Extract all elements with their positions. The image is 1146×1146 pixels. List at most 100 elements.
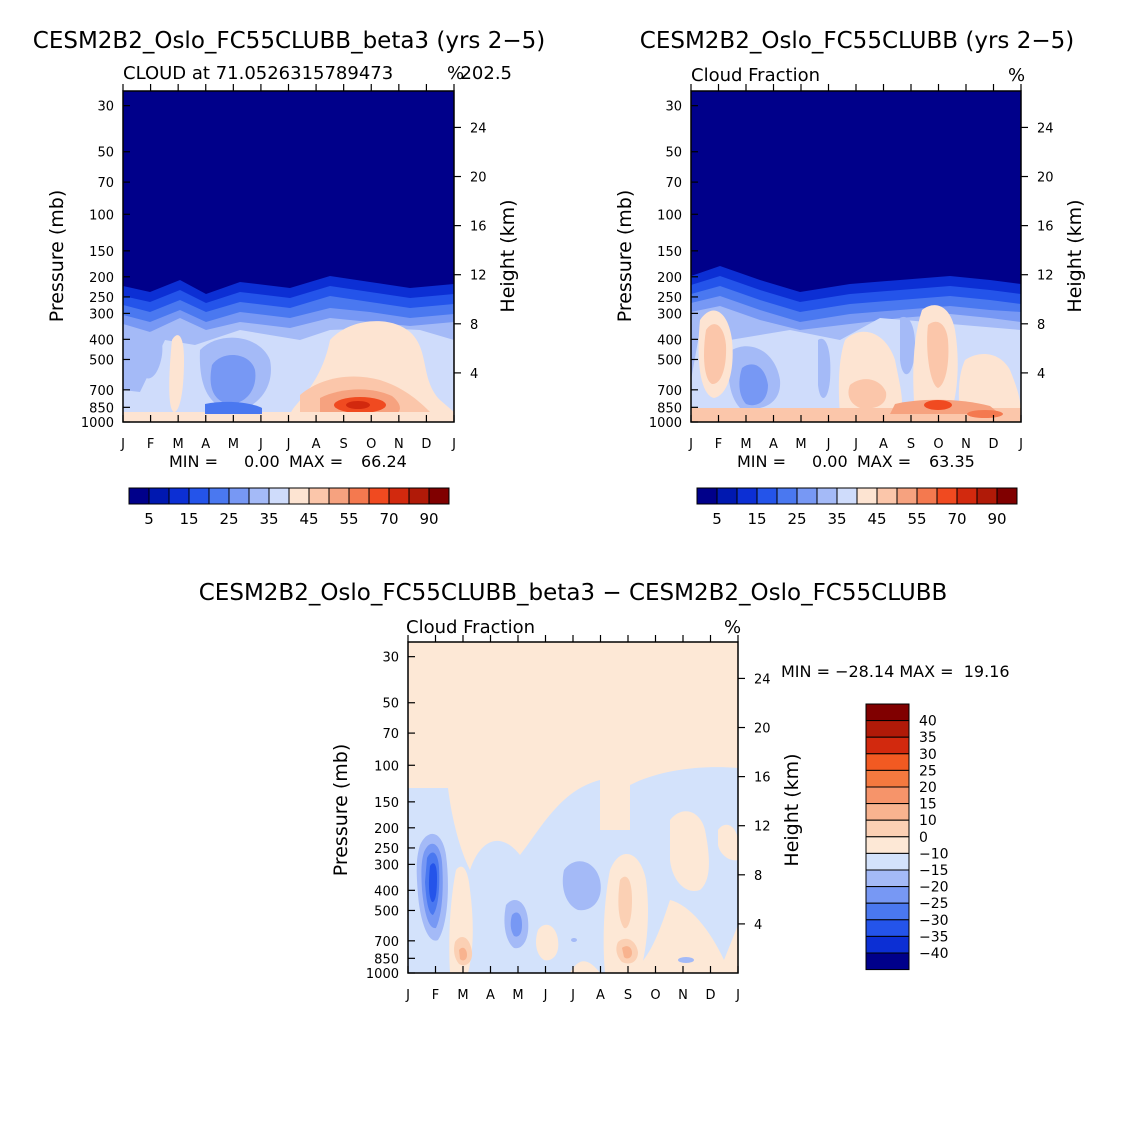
- colorbar-swatch: [368, 487, 390, 505]
- contour-warm-core-3b: [622, 946, 632, 959]
- colorbar-label: −20: [919, 880, 949, 896]
- pressure-tick-label: 30: [665, 100, 682, 115]
- panel-title: CESM2B2_Oslo_FC55CLUBB_beta3 − CESM2B2_O…: [199, 580, 948, 606]
- pressure-tick-label: 250: [89, 291, 114, 306]
- height-tick-label: 4: [470, 367, 478, 382]
- height-tick-label: 20: [754, 722, 771, 737]
- height-tick-label: 24: [1037, 121, 1054, 136]
- pressure-tick-label: 100: [374, 759, 399, 774]
- height-tick-label: 12: [1037, 269, 1054, 284]
- month-tick-label: J: [258, 437, 263, 452]
- colorbar-swatch: [696, 487, 718, 505]
- pressure-tick-label: 500: [374, 904, 399, 919]
- colorbar-swatch: [248, 487, 270, 505]
- month-tick-label: A: [769, 437, 778, 452]
- colorbar-swatch: [865, 803, 910, 821]
- pressure-tick-label: 50: [97, 146, 114, 161]
- colorbar-label: 35: [919, 730, 937, 746]
- colorbar-label: 30: [919, 747, 937, 763]
- colorbar-label: −40: [919, 946, 949, 962]
- pressure-tick-label: 250: [657, 291, 682, 306]
- contour-cool-column2: [818, 338, 831, 398]
- month-tick-label: J: [853, 437, 858, 452]
- contour-warm-column3: [536, 924, 559, 961]
- colorbar-swatch: [288, 487, 310, 505]
- pressure-tick-label: 850: [374, 952, 399, 967]
- colorbar-swatch: [936, 487, 958, 505]
- panel-beta3: CESM2B2_Oslo_FC55CLUBB_beta3 (yrs 2−5) C…: [33, 28, 545, 528]
- pressure-tick-label: 70: [382, 727, 399, 742]
- contour-blob-left: [140, 331, 163, 379]
- pressure-tick-label: 300: [657, 307, 682, 322]
- colorbar-label: 10: [919, 813, 937, 829]
- colorbar-swatch: [865, 935, 910, 954]
- height-tick-label: 12: [754, 820, 771, 835]
- colorbar-label: −25: [919, 896, 949, 912]
- colorbar-swatch: [865, 836, 910, 854]
- colorbar-swatch: [865, 786, 910, 805]
- colorbar-swatch: [865, 720, 910, 738]
- colorbar-label: 70: [947, 510, 966, 528]
- month-tick-label: J: [405, 988, 410, 1003]
- pressure-tick-label: 200: [374, 822, 399, 837]
- colorbar-label: 70: [379, 510, 398, 528]
- month-tick-label: O: [933, 437, 943, 452]
- pressure-tick-label: 500: [89, 353, 114, 368]
- pressure-axis-label: Pressure (mb): [614, 190, 636, 323]
- month-tick-label: N: [394, 437, 404, 452]
- height-tick-label: 4: [754, 918, 762, 933]
- min-value: 0.00: [812, 452, 848, 471]
- colorbar: 5 15 25 35 45 55 70 90: [128, 487, 450, 528]
- colorbar-swatch: [428, 487, 450, 505]
- min-label: MIN =: [169, 452, 218, 471]
- month-tick-label: M: [457, 988, 468, 1003]
- colorbar-label: −15: [919, 863, 949, 879]
- pressure-tick-label: 1000: [81, 416, 114, 431]
- pressure-tick-label: 700: [89, 384, 114, 399]
- panel-title: CESM2B2_Oslo_FC55CLUBB_beta3 (yrs 2−5): [33, 28, 545, 54]
- colorbar-swatch: [836, 487, 858, 505]
- pressure-axis-label: Pressure (mb): [330, 744, 352, 877]
- colorbar-swatch: [865, 736, 910, 755]
- colorbar-swatch: [308, 487, 330, 505]
- pressure-tick-label: 300: [374, 858, 399, 873]
- colorbar-label: 15: [919, 797, 937, 813]
- pressure-tick-label: 400: [657, 333, 682, 348]
- month-tick-label: J: [688, 437, 693, 452]
- min-label: MIN =: [737, 452, 786, 471]
- height-tick-label: 24: [470, 121, 487, 136]
- panel-subtitle: Cloud Fraction: [691, 65, 820, 86]
- max-value: 66.24: [361, 452, 407, 471]
- month-tick-label: S: [340, 437, 348, 452]
- colorbar-label: 5: [712, 510, 722, 528]
- contour-peak-core: [346, 401, 370, 409]
- units-label: %: [447, 63, 464, 84]
- pressure-tick-label: 850: [657, 401, 682, 416]
- month-tick-label: J: [451, 437, 456, 452]
- pressure-axis-label: Pressure (mb): [46, 190, 68, 323]
- colorbar-swatch: [408, 487, 430, 505]
- month-tick-label: M: [512, 988, 523, 1003]
- contour-warm-patch: [670, 811, 709, 891]
- colorbar-label: −30: [919, 913, 949, 929]
- height-tick-label: 24: [754, 672, 771, 687]
- units-label: %: [724, 617, 741, 638]
- contour-field: [123, 91, 454, 422]
- month-tick-label: S: [907, 437, 915, 452]
- pressure-tick-label: 400: [374, 884, 399, 899]
- colorbar-swatch: [796, 487, 818, 505]
- colorbar-swatch: [776, 487, 798, 505]
- pressure-tick-label: 100: [657, 208, 682, 223]
- contour-blob-dark: [210, 354, 256, 405]
- colorbar-label: −10: [919, 846, 949, 862]
- colorbar-label: 45: [867, 510, 886, 528]
- contour-cool-blob: [562, 861, 601, 911]
- colorbar-swatch: [716, 487, 738, 505]
- contour-negative-core: [428, 863, 437, 903]
- colorbar-label: 35: [827, 510, 846, 528]
- colorbar-label: −35: [919, 929, 949, 945]
- month-tick-label: F: [715, 437, 722, 452]
- colorbar-label: 15: [179, 510, 198, 528]
